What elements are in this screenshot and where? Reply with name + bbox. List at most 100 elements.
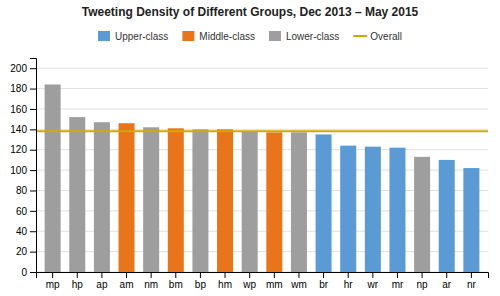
tick-label: np: [417, 279, 429, 290]
axis-line: [37, 273, 489, 279]
bar: [119, 123, 135, 272]
tick-label: mm: [266, 279, 283, 290]
legend-item: Lower-class: [269, 31, 339, 42]
tick-mark: [298, 272, 299, 278]
legend-item: Overall: [353, 31, 402, 42]
tick-label: 0: [21, 267, 27, 278]
legend-label: Overall: [370, 31, 402, 42]
y-tick: 0: [21, 267, 36, 278]
title: Tweeting Density of Different Groups, De…: [82, 5, 419, 19]
tick-label: am: [120, 279, 134, 290]
tick-label: 80: [16, 185, 28, 196]
tick-mark: [30, 211, 36, 212]
tick-label: mr: [392, 279, 404, 290]
tick-mark: [323, 272, 324, 278]
y-tick: 100: [10, 165, 36, 176]
bar: [365, 147, 381, 272]
legend-label: Lower-class: [286, 31, 339, 42]
tick-mark: [30, 170, 36, 171]
tick-label: 180: [10, 83, 27, 94]
tick-label: bm: [169, 279, 183, 290]
tick-mark: [30, 109, 36, 110]
tick-label: bp: [195, 279, 207, 290]
tick-mark: [30, 252, 36, 253]
tick-mark: [372, 272, 373, 278]
x-tick: np: [417, 272, 429, 290]
bar: [340, 146, 356, 272]
bar: [242, 131, 258, 272]
y-tick: 60: [16, 206, 36, 217]
x-tick: ap: [96, 272, 108, 290]
tick-mark: [200, 272, 201, 278]
tick-mark: [225, 272, 226, 278]
grid-line: [36, 68, 488, 69]
tick-label: 60: [16, 206, 28, 217]
x-axis: mp hp ap amnmbm bphmwpmmwm br hr wr mr np ar nr: [37, 272, 489, 290]
tick-mark: [249, 272, 250, 278]
legend-label: Upper-class: [115, 31, 168, 42]
bar: [192, 129, 208, 272]
legend-swatch: [98, 31, 110, 41]
tick-label: hp: [72, 279, 84, 290]
x-tick: wm: [290, 272, 307, 290]
tick-label: wp: [242, 279, 256, 290]
axis-line: [30, 59, 37, 273]
tick-label: nr: [467, 279, 477, 290]
legend: Upper-class Middle-class Lower-class Overal…: [98, 31, 402, 42]
bar: [217, 129, 233, 272]
x-tick: am: [120, 272, 134, 290]
tick-mark: [30, 150, 36, 151]
bar: [266, 132, 282, 272]
tick-mark: [446, 272, 447, 278]
bar-series: [316, 134, 480, 272]
y-tick: 20: [16, 246, 36, 257]
x-tick: wr: [367, 272, 379, 290]
x-tick: nm: [144, 272, 158, 290]
x-tick: wp: [242, 272, 256, 290]
grid-line: [36, 88, 488, 89]
bar: [168, 128, 184, 272]
tick-label: br: [319, 279, 329, 290]
y-axis: 020406080100120140160180200: [10, 59, 36, 278]
x-tick: hm: [218, 272, 232, 290]
x-tick: ar: [442, 272, 452, 290]
tick-mark: [126, 272, 127, 278]
bar: [69, 117, 85, 272]
tick-label: wm: [290, 279, 307, 290]
tick-mark: [471, 272, 472, 278]
tick-label: 40: [16, 226, 28, 237]
x-tick: bm: [169, 272, 183, 290]
x-tick: mr: [392, 272, 404, 290]
tick-mark: [397, 272, 398, 278]
plot-area: 020406080100120140160180200mphpapamnmbmb…: [10, 59, 488, 291]
y-tick: 140: [10, 124, 36, 135]
tick-label: nm: [144, 279, 158, 290]
tick-mark: [30, 190, 36, 191]
tick-label: 100: [10, 165, 27, 176]
x-tick: hp: [72, 272, 84, 290]
tick-label: ar: [442, 279, 452, 290]
bar: [389, 148, 405, 272]
legend-swatch: [269, 31, 281, 41]
tick-label: 160: [10, 104, 27, 115]
tick-label: hm: [218, 279, 232, 290]
tick-label: 120: [10, 144, 27, 155]
bar: [94, 122, 110, 272]
legend-label: Middle-class: [199, 31, 255, 42]
bar: [143, 127, 159, 272]
x-tick: br: [319, 272, 329, 290]
tick-label: 140: [10, 124, 27, 135]
x-tick: mp: [46, 272, 60, 290]
reference-line: [36, 130, 488, 132]
bar: [45, 84, 61, 272]
tick-mark: [348, 272, 349, 278]
y-tick: 180: [10, 83, 36, 94]
bar: [414, 157, 430, 272]
tick-label: mp: [46, 279, 60, 290]
chart: Tweeting Density of Different Groups, De…: [0, 0, 500, 296]
tick-label: wr: [367, 279, 379, 290]
bar-series: [45, 84, 430, 272]
x-tick: hr: [344, 272, 354, 290]
tick-label: ap: [96, 279, 108, 290]
tick-mark: [30, 68, 36, 69]
